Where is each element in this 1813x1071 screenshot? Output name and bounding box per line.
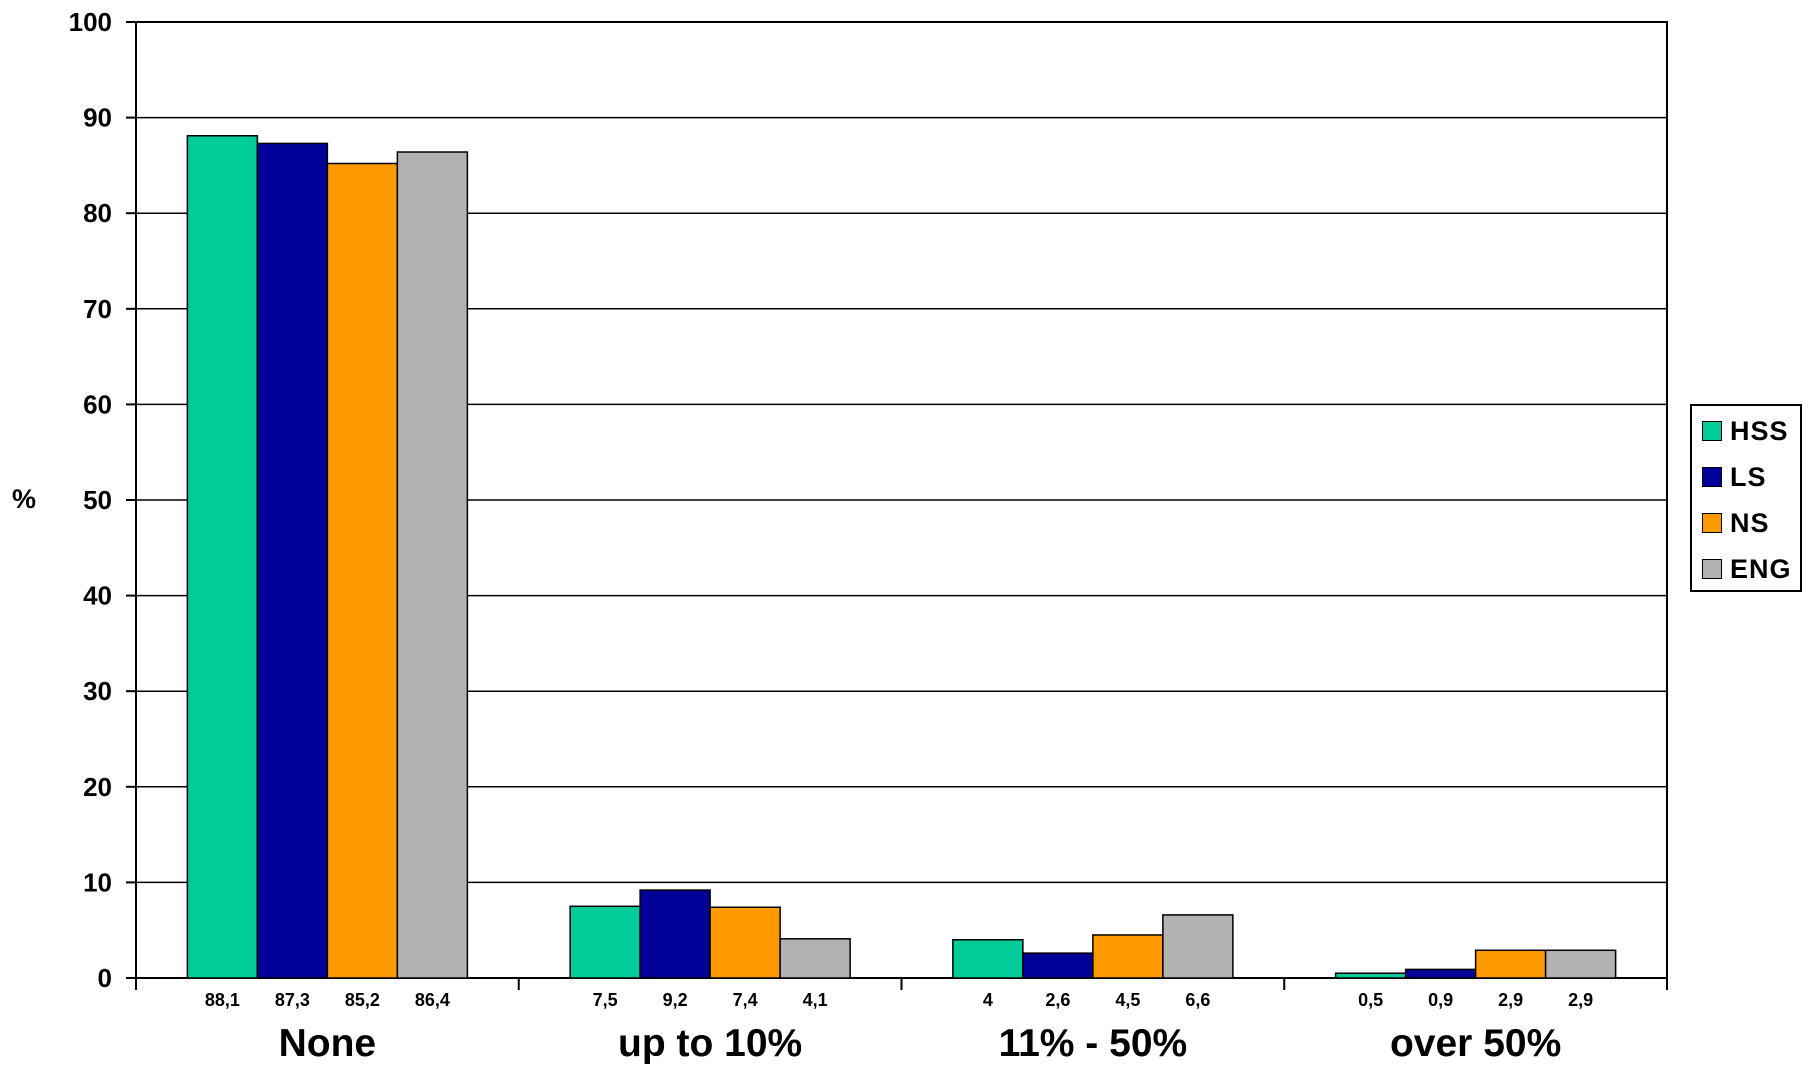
- bar: [186, 135, 259, 979]
- legend-item-hss: HSS: [1702, 416, 1789, 446]
- legend: HSS LS NS ENG: [1690, 404, 1802, 592]
- y-tick-label: 80: [83, 198, 112, 228]
- legend-swatch-hss: [1702, 421, 1722, 441]
- bars: [186, 135, 1617, 979]
- x-category-label: 11% - 50%: [999, 1022, 1188, 1065]
- data-label: 4,5: [1115, 990, 1140, 1010]
- y-tick-label: 70: [83, 294, 112, 324]
- data-label: 7,4: [733, 990, 758, 1010]
- legend-label-hss: HSS: [1730, 415, 1789, 446]
- data-label: 0,5: [1358, 990, 1383, 1010]
- bar: [1092, 934, 1164, 979]
- bar: [639, 889, 711, 979]
- bar: [709, 906, 781, 979]
- y-tick-label: 90: [83, 103, 112, 133]
- bar: [1022, 952, 1094, 979]
- data-label: 85,2: [345, 990, 380, 1010]
- y-tick-label: 40: [83, 581, 112, 611]
- axes: 0 10 20 30 40 50 60 70 80 90 100 88,1 87,3 85,2 86,4 No…: [69, 7, 1668, 1065]
- legend-item-eng: ENG: [1702, 554, 1792, 584]
- y-tick-label: 0: [98, 963, 112, 993]
- y-tick-label: 50: [83, 485, 112, 515]
- data-label: 88,1: [205, 990, 240, 1010]
- bar: [569, 905, 641, 979]
- bar: [1474, 949, 1547, 979]
- legend-swatch-ns: [1702, 513, 1722, 533]
- data-label: 4,1: [803, 990, 828, 1010]
- legend-item-ns: NS: [1702, 508, 1770, 538]
- bar: [1404, 968, 1477, 979]
- legend-label-ns: NS: [1730, 507, 1770, 538]
- y-tick-label: 100: [69, 7, 112, 37]
- data-label: 87,3: [275, 990, 310, 1010]
- bar: [396, 151, 469, 979]
- bar: [952, 939, 1024, 979]
- bar: [779, 938, 851, 979]
- data-label: 86,4: [415, 990, 450, 1010]
- y-tick-label: 20: [83, 772, 112, 802]
- data-label: 9,2: [663, 990, 688, 1010]
- data-label: 2,9: [1498, 990, 1523, 1010]
- legend-label-eng: ENG: [1730, 553, 1792, 584]
- data-label: 2,9: [1568, 990, 1593, 1010]
- x-category-label: over 50%: [1390, 1022, 1561, 1065]
- y-tick-label: 30: [83, 676, 112, 706]
- bar: [1544, 949, 1617, 979]
- legend-swatch-eng: [1702, 559, 1722, 579]
- y-tick-label: 10: [83, 867, 112, 897]
- y-tick-label: 60: [83, 389, 112, 419]
- data-label: 6,6: [1185, 990, 1210, 1010]
- legend-item-ls: LS: [1702, 462, 1767, 492]
- x-category-label: None: [279, 1022, 377, 1065]
- bar: [1162, 914, 1234, 979]
- bar: [256, 142, 329, 979]
- legend-swatch-ls: [1702, 467, 1722, 487]
- x-category-label: up to 10%: [618, 1022, 802, 1065]
- y-axis-title: %: [12, 484, 36, 514]
- legend-label-ls: LS: [1730, 461, 1767, 492]
- data-label: 0,9: [1428, 990, 1453, 1010]
- data-label: 7,5: [593, 990, 618, 1010]
- bar: [326, 162, 399, 979]
- data-label: 2,6: [1045, 990, 1070, 1010]
- data-label: 4: [983, 990, 993, 1010]
- bar: [1334, 972, 1407, 979]
